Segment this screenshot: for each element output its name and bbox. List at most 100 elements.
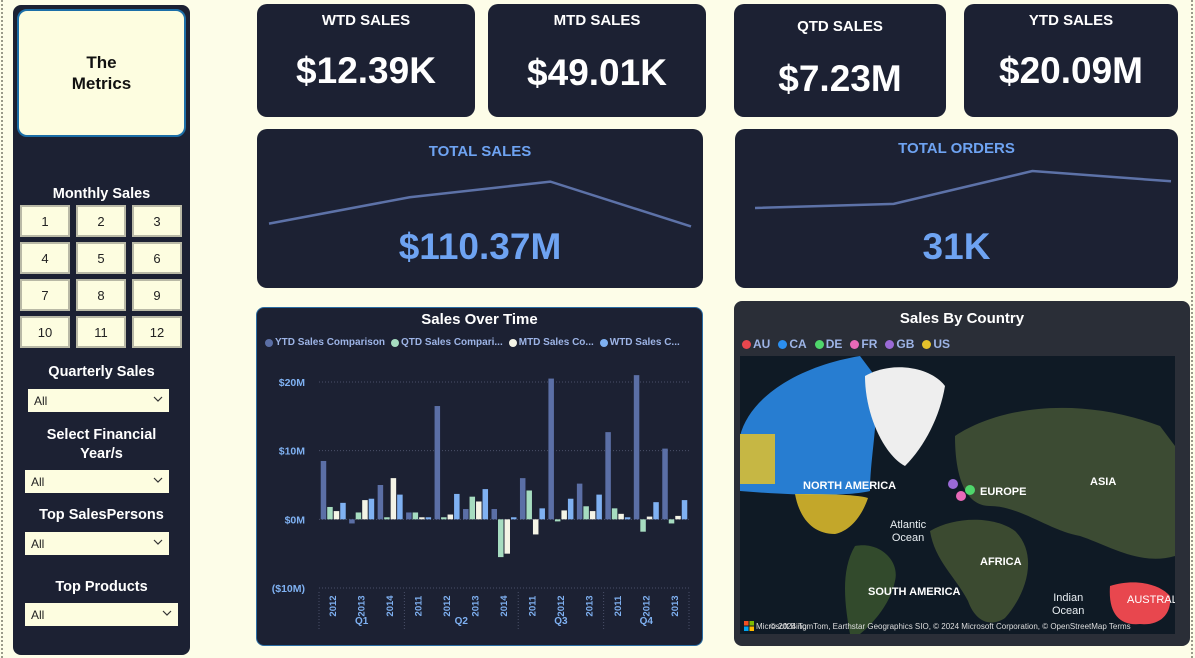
month-button-8[interactable]: 8: [76, 279, 126, 311]
bar-ytd-q1-2012[interactable]: [320, 460, 327, 520]
month-button-5[interactable]: 5: [76, 242, 126, 274]
chevron-down-icon: [162, 610, 172, 616]
month-button-6[interactable]: 6: [132, 242, 182, 274]
month-button-9[interactable]: 9: [132, 279, 182, 311]
bar-mtd-q4-2011[interactable]: [618, 513, 624, 520]
bar-wtd-q2-2013[interactable]: [482, 489, 489, 520]
legend-item-fr[interactable]: FR: [850, 337, 877, 351]
bar-mtd-q3-2011[interactable]: [532, 519, 539, 535]
quarterly-sales-dropdown[interactable]: All: [28, 389, 169, 412]
world-map[interactable]: NORTH AMERICA EUROPE ASIA AFRICA SOUTH A…: [740, 356, 1175, 634]
north-america-label: NORTH AMERICA: [803, 480, 897, 492]
month-button-7[interactable]: 7: [20, 279, 70, 311]
bar-wtd-q2-2011[interactable]: [425, 517, 432, 520]
legend-item-qtd[interactable]: QTD Sales Compari...: [391, 337, 503, 348]
bar-ytd-q2-2014[interactable]: [491, 509, 498, 520]
bar-qtd-q2-2014[interactable]: [498, 519, 504, 558]
bar-mtd-q1-2012[interactable]: [333, 511, 340, 520]
bar-ytd-q4-2012[interactable]: [633, 375, 640, 520]
bar-ytd-q4-2013[interactable]: [662, 448, 668, 520]
top-products-label: Top Products: [55, 579, 148, 595]
bar-wtd-q3-2012[interactable]: [567, 498, 574, 520]
bar-mtd-q3-2012[interactable]: [561, 510, 567, 520]
legend-item-gb[interactable]: GB: [885, 337, 914, 351]
bar-qtd-q3-2012[interactable]: [554, 519, 561, 522]
qtd-sales-card: QTD SALES $7.23M: [734, 4, 946, 117]
month-button-12[interactable]: 12: [132, 316, 182, 348]
bar-mtd-q3-2013[interactable]: [589, 511, 596, 520]
bar-wtd-q2-2012[interactable]: [454, 493, 460, 520]
legend-item-wtd[interactable]: WTD Sales C...: [599, 337, 680, 348]
bar-qtd-q1-2012[interactable]: [327, 506, 333, 520]
bar-qtd-q2-2012[interactable]: [441, 517, 447, 520]
bar-mtd-q2-2014[interactable]: [504, 519, 511, 554]
month-button-2[interactable]: 2: [76, 205, 126, 237]
chevron-down-icon: [153, 396, 163, 402]
bar-qtd-q2-2013[interactable]: [469, 496, 476, 520]
bar-qtd-q3-2011[interactable]: [526, 490, 532, 520]
total-orders-value: 31K: [922, 226, 991, 267]
bar-ytd-q2-2012[interactable]: [434, 406, 441, 520]
month-button-10[interactable]: 10: [20, 316, 70, 348]
bar-ytd-q2-2013[interactable]: [463, 509, 469, 520]
de-marker: [965, 485, 975, 495]
bar-ytd-q2-2011[interactable]: [406, 512, 412, 520]
sparkline-path: [754, 169, 1172, 210]
month-button-1[interactable]: 1: [20, 205, 70, 237]
legend-item-us[interactable]: US: [922, 337, 950, 351]
month-button-11[interactable]: 11: [76, 316, 126, 348]
bar-qtd-q1-2014[interactable]: [384, 517, 390, 520]
bar-qtd-q2-2011[interactable]: [412, 512, 419, 520]
bar-mtd-q4-2012[interactable]: [646, 516, 653, 520]
x-tick-year: 2013: [471, 595, 482, 616]
month-button-4[interactable]: 4: [20, 242, 70, 274]
ytd-sales-card: YTD SALES $20.09M: [964, 4, 1178, 117]
bar-wtd-q4-2013[interactable]: [681, 500, 688, 520]
bing-brand: Microsoft Bing: [756, 621, 807, 631]
x-tick-year: 2011: [414, 595, 425, 616]
legend-item-au[interactable]: AU: [742, 337, 770, 351]
bar-qtd-q3-2013[interactable]: [583, 506, 589, 520]
bar-qtd-q4-2011[interactable]: [611, 508, 618, 520]
legend-item-ca[interactable]: CA: [778, 337, 807, 351]
bar-mtd-q1-2013[interactable]: [362, 500, 368, 520]
bar-mtd-q2-2011[interactable]: [419, 517, 425, 520]
bar-wtd-q2-2014[interactable]: [511, 517, 517, 520]
bar-ytd-q3-2013[interactable]: [576, 483, 583, 520]
bar-mtd-q1-2014[interactable]: [390, 478, 397, 520]
bar-ytd-q4-2011[interactable]: [605, 432, 611, 520]
bar-wtd-q3-2013[interactable]: [596, 494, 602, 520]
month-button-3[interactable]: 3: [132, 205, 182, 237]
bar-qtd-q4-2012[interactable]: [640, 519, 646, 532]
top-salespersons-dropdown[interactable]: All: [25, 532, 169, 555]
bar-wtd-q1-2013[interactable]: [368, 498, 375, 520]
bar-wtd-q1-2012[interactable]: [340, 502, 346, 520]
bar-wtd-q4-2012[interactable]: [653, 502, 659, 520]
bar-wtd-q3-2011[interactable]: [539, 508, 545, 520]
legend-item-ytd[interactable]: YTD Sales Comparison: [265, 337, 385, 348]
wtd-sales-card: WTD SALES $12.39K: [257, 4, 475, 117]
mtd-sales-card: MTD SALES $49.01K: [488, 4, 706, 117]
bar-wtd-q4-2011[interactable]: [624, 517, 631, 520]
bar-qtd-q1-2013[interactable]: [355, 512, 362, 520]
bar-mtd-q2-2013[interactable]: [476, 501, 482, 520]
x-tick-quarter: Q3: [554, 616, 568, 627]
top-products-dropdown[interactable]: All: [25, 603, 178, 626]
bar-qtd-q4-2013[interactable]: [668, 519, 675, 524]
bar-ytd-q3-2011[interactable]: [519, 478, 526, 520]
legend-item-de[interactable]: DE: [814, 337, 842, 351]
total-sales-sparkline: [268, 180, 692, 228]
eurasia-landmass: [955, 407, 1175, 559]
bar-ytd-q1-2014[interactable]: [377, 485, 384, 520]
legend-item-mtd[interactable]: MTD Sales Co...: [508, 337, 594, 348]
bar-mtd-q2-2012[interactable]: [447, 514, 454, 520]
europe-label: EUROPE: [980, 486, 1027, 498]
bar-ytd-q1-2013[interactable]: [349, 519, 355, 524]
bar-mtd-q4-2013[interactable]: [675, 515, 681, 520]
total-orders-title: TOTAL ORDERS: [898, 140, 1015, 157]
ytd-sales-title: YTD SALES: [1028, 12, 1114, 29]
bar-wtd-q1-2014[interactable]: [397, 494, 403, 520]
bar-ytd-q3-2012[interactable]: [548, 378, 554, 520]
total-sales-value: $110.37M: [398, 226, 562, 267]
financial-year-dropdown[interactable]: All: [25, 470, 169, 493]
